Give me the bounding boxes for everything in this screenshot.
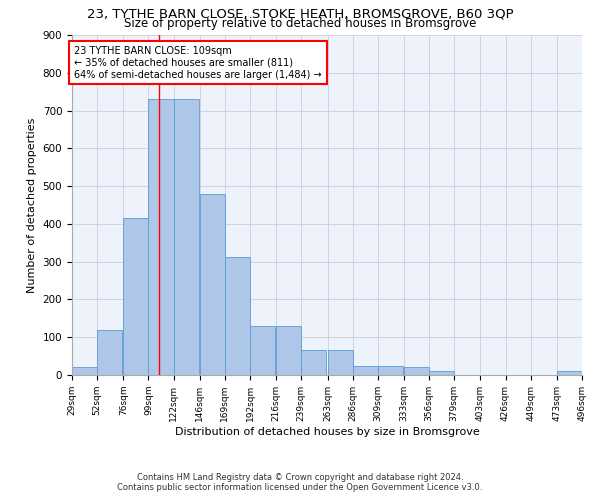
Bar (250, 326, 275, 375)
Y-axis label: Number of detached properties: Number of detached properties (27, 118, 37, 292)
Text: 23, TYTHE BARN CLOSE, STOKE HEATH, BROMSGROVE, B60 3QP: 23, TYTHE BARN CLOSE, STOKE HEATH, BROMS… (86, 8, 514, 20)
Bar (200, 194, 225, 375)
Bar (557, 371, 582, 375)
Bar (72, 368, 97, 375)
Bar (97, 330, 122, 375)
Bar (404, 368, 429, 375)
Bar (328, 350, 353, 375)
Bar (124, 218, 148, 375)
Bar (225, 257, 250, 375)
Bar (301, 350, 326, 375)
Text: Contains HM Land Registry data © Crown copyright and database right 2024.
Contai: Contains HM Land Registry data © Crown c… (118, 473, 482, 492)
Bar (148, 99, 173, 375)
Bar (276, 326, 301, 375)
Bar (173, 99, 199, 375)
X-axis label: Distribution of detached houses by size in Bromsgrove: Distribution of detached houses by size … (175, 426, 479, 436)
Bar (378, 366, 403, 375)
Text: Size of property relative to detached houses in Bromsgrove: Size of property relative to detached ho… (124, 18, 476, 30)
Text: 23 TYTHE BARN CLOSE: 109sqm
← 35% of detached houses are smaller (811)
64% of se: 23 TYTHE BARN CLOSE: 109sqm ← 35% of det… (74, 46, 322, 80)
Bar (429, 371, 454, 375)
Bar (353, 366, 378, 375)
